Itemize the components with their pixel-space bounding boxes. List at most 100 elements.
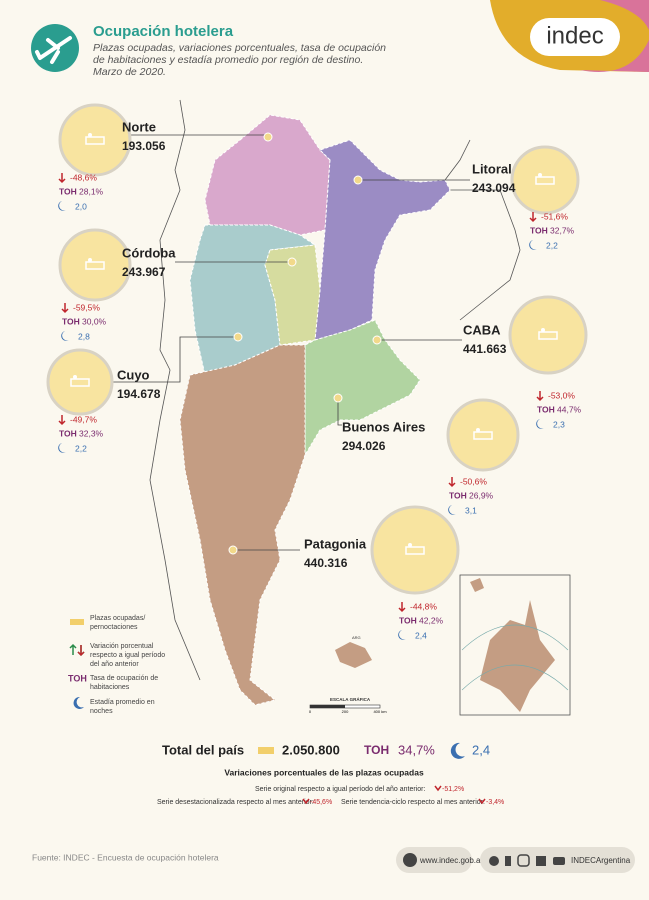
region-dot: [228, 545, 238, 555]
legend-toh: TOH: [68, 673, 87, 683]
scale-tick: 200: [342, 709, 349, 714]
region-cordoba: [264, 244, 321, 346]
subtitle: de habitaciones y estadía promedio por r…: [93, 54, 363, 66]
region-dot: [287, 257, 297, 267]
down-arrow: [448, 477, 456, 488]
variation-value: -45,6%: [310, 799, 332, 806]
total-label: Total del país: [162, 742, 244, 757]
down-arrow: [61, 303, 69, 314]
region-norte: [204, 114, 331, 236]
social-icon[interactable]: [489, 856, 499, 866]
moon-icon: [536, 419, 544, 429]
web-icon: [403, 853, 417, 867]
border: [444, 139, 521, 321]
region-toh-label: TOH: [59, 428, 77, 438]
region-name: Patagonia: [304, 536, 367, 551]
moon-icon: [448, 505, 456, 515]
region-variation: -59,5%: [73, 302, 100, 312]
region-toh: 44,7%: [557, 404, 582, 414]
region-dot: [372, 335, 382, 345]
legend-arrows: [69, 643, 85, 657]
region-name: CABA: [463, 322, 501, 337]
region-stay: 2,4: [415, 630, 427, 640]
bed-icon: [70, 378, 90, 387]
bed-icon: [535, 176, 555, 185]
region-toh-label: TOH: [449, 490, 467, 500]
bed-icon: [408, 543, 412, 547]
region-bubble: [508, 295, 588, 375]
bed-icon: [88, 133, 92, 137]
web-pill[interactable]: [396, 847, 472, 873]
region-plazas: 441.663: [463, 342, 507, 356]
region-bubble: [446, 398, 520, 472]
bed-icon: [473, 431, 493, 440]
web-link[interactable]: www.indec.gob.ar: [419, 856, 483, 865]
region-patagonia: [179, 344, 306, 706]
scale-bar: [310, 705, 345, 708]
social-handle[interactable]: INDECArgentina: [571, 856, 631, 865]
social-icon[interactable]: [536, 856, 546, 866]
scale-tick: 400 km: [373, 709, 387, 714]
region-stay: 3,1: [465, 505, 477, 515]
region-toh-label: TOH: [530, 225, 548, 235]
variation-label: Serie original respecto a igual período …: [255, 786, 425, 793]
social-icon[interactable]: [553, 857, 565, 865]
region-toh: 28,1%: [79, 186, 104, 196]
region-stay: 2,0: [75, 201, 87, 211]
down-arrow: [58, 173, 66, 184]
legend-bed: [70, 619, 84, 625]
region-plazas: 193.056: [122, 139, 166, 153]
variations-title: Variaciones porcentuales de las plazas o…: [224, 767, 424, 777]
legend-arrows: [77, 645, 85, 657]
bed-icon: [541, 328, 545, 332]
region-toh: 32,3%: [79, 428, 104, 438]
social-icon[interactable]: [505, 856, 511, 866]
moon-icon: [58, 443, 66, 453]
legend-text: habitaciones: [90, 684, 130, 691]
bed-icon: [73, 375, 77, 379]
total-toh: 34,7%: [398, 742, 435, 757]
variation-label: Serie tendencia-ciclo respecto al mes an…: [341, 799, 485, 806]
legend-text: noches: [90, 708, 113, 715]
down-arrow: [398, 602, 406, 613]
leader-line: [112, 336, 238, 383]
region-bubble: [58, 228, 132, 302]
region-cuyo: [189, 224, 317, 376]
subtitle: Plazas ocupadas, variaciones porcentuale…: [93, 42, 386, 54]
variation-value: -51,2%: [442, 786, 464, 793]
region-bubble: [510, 145, 580, 215]
legend-text: respecto a igual período: [90, 652, 165, 659]
bed-icon: [258, 747, 274, 754]
total-toh-label: TOH: [364, 743, 389, 757]
region-dot: [333, 393, 343, 403]
region-toh: 32,7%: [550, 225, 575, 235]
down-arrow: [529, 212, 537, 223]
region-toh: 42,2%: [419, 615, 444, 625]
border: [149, 99, 201, 681]
region-bubble: [58, 103, 132, 177]
moon-icon: [58, 201, 66, 211]
legend: Plazas ocupadas/ pernoctaciones Variació…: [68, 615, 165, 715]
region-stay: 2,2: [546, 240, 558, 250]
source: Fuente: INDEC - Encuesta de ocupación ho…: [32, 852, 219, 862]
total-stay: 2,4: [472, 742, 490, 757]
leader-line: [337, 398, 342, 426]
social-icon[interactable]: [517, 854, 530, 867]
title: Ocupación hotelera: [93, 23, 234, 40]
region-toh-label: TOH: [59, 186, 77, 196]
region-stay: 2,2: [75, 443, 87, 453]
bed-icon: [476, 428, 480, 432]
bed-icon: [405, 546, 425, 555]
region-toh-label: TOH: [399, 615, 417, 625]
moon-icon: [450, 742, 465, 759]
region-plazas: 243.094: [472, 181, 516, 195]
legend-moon: [73, 696, 84, 709]
moon-icon: [398, 630, 406, 640]
variation-label: Serie desestacionalizada respecto al mes…: [157, 799, 314, 806]
legend-text: Estadía promedio en: [90, 699, 155, 706]
legend-text: del año anterior: [90, 661, 139, 668]
legend-text: pernoctaciones: [90, 624, 138, 631]
region-name: Córdoba: [122, 245, 176, 260]
